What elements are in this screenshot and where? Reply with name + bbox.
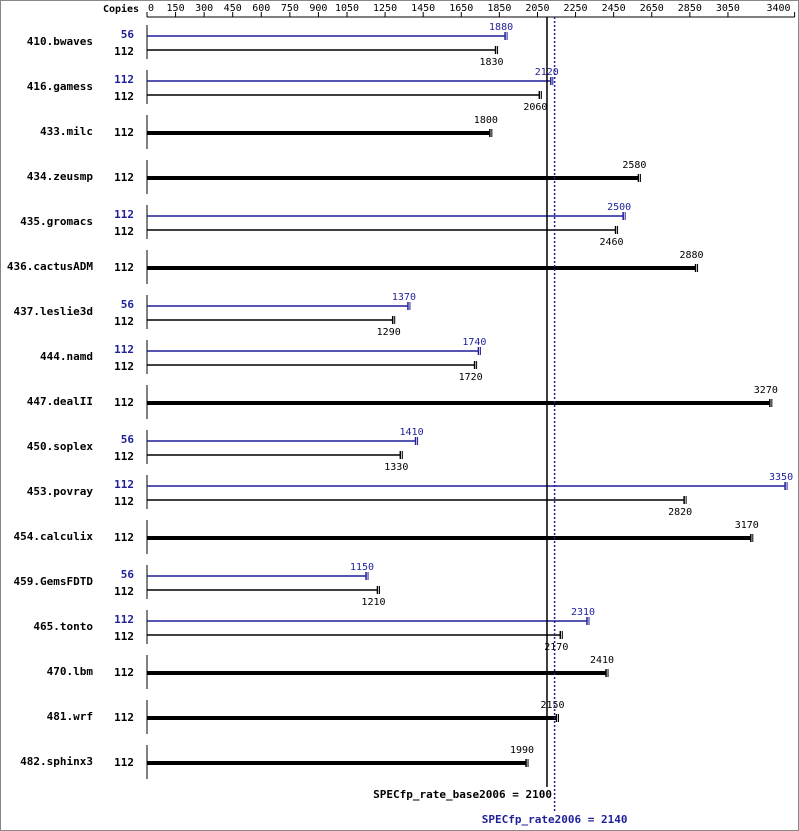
base-copies: 112 xyxy=(114,126,134,139)
peak-bar-label: 1880 xyxy=(489,22,513,33)
x-tick-label: 2450 xyxy=(602,3,626,14)
x-tick-label: 1450 xyxy=(411,3,435,14)
peak-copies: 112 xyxy=(114,73,134,86)
x-tick-label: 2250 xyxy=(564,3,588,14)
peak-bar-label: 2500 xyxy=(607,202,631,213)
benchmark-name: 434.zeusmp xyxy=(27,170,94,183)
x-tick-label: 1850 xyxy=(487,3,511,14)
base-copies: 112 xyxy=(114,531,134,544)
peak-bar-label: 3350 xyxy=(769,472,793,483)
copies-header: Copies xyxy=(103,3,139,15)
base-copies: 112 xyxy=(114,756,134,769)
base-bar-label: 1720 xyxy=(459,372,483,383)
base-bar-label: 2460 xyxy=(600,237,624,248)
base-copies: 112 xyxy=(114,261,134,274)
x-tick-label: 0 xyxy=(148,3,154,14)
x-tick-label: 1250 xyxy=(373,3,397,14)
peak-copies: 112 xyxy=(114,478,134,491)
peak-copies: 112 xyxy=(114,613,134,626)
base-bar-label: 2820 xyxy=(668,507,692,518)
x-tick-label: 600 xyxy=(252,3,270,14)
base-copies: 112 xyxy=(114,45,134,58)
peak-copies: 56 xyxy=(121,568,135,581)
base-bar-label: 2410 xyxy=(590,655,614,666)
benchmark-name: 444.namd xyxy=(40,350,93,363)
base-copies: 112 xyxy=(114,450,134,463)
benchmark-name: 481.wrf xyxy=(47,710,93,723)
base-bar-label: 1290 xyxy=(377,327,401,338)
base-copies: 112 xyxy=(114,90,134,103)
peak-bar-label: 2310 xyxy=(571,607,595,618)
peak-bar-label: 1370 xyxy=(392,292,416,303)
base-copies: 112 xyxy=(114,495,134,508)
base-bar-label: 2170 xyxy=(544,642,568,653)
benchmark-name: 433.milc xyxy=(40,125,93,138)
x-tick-label: 3400 xyxy=(767,3,791,14)
x-tick-label: 3050 xyxy=(716,3,740,14)
base-copies: 112 xyxy=(114,666,134,679)
x-tick-label: 2050 xyxy=(525,3,549,14)
benchmark-name: 437.leslie3d xyxy=(14,305,93,318)
x-tick-label: 750 xyxy=(281,3,299,14)
peak-copies: 56 xyxy=(121,433,135,446)
benchmark-name: 447.dealII xyxy=(27,395,93,408)
x-tick-label: 150 xyxy=(167,3,185,14)
peak-copies: 112 xyxy=(114,343,134,356)
benchmark-name: 450.soplex xyxy=(27,440,94,453)
reference-label: SPECfp_rate_base2006 = 2100 xyxy=(373,788,552,801)
peak-copies: 56 xyxy=(121,298,135,311)
base-bar-label: 1330 xyxy=(384,462,408,473)
base-bar-label: 1830 xyxy=(480,57,504,68)
benchmark-name: 470.lbm xyxy=(47,665,94,678)
base-bar-label: 2580 xyxy=(622,160,646,171)
base-bar-label: 1210 xyxy=(361,597,385,608)
x-tick-label: 1650 xyxy=(449,3,473,14)
benchmark-name: 465.tonto xyxy=(33,620,93,633)
peak-copies: 112 xyxy=(114,208,134,221)
x-tick-label: 2650 xyxy=(640,3,664,14)
benchmark-name: 453.povray xyxy=(27,485,94,498)
peak-bar-label: 1410 xyxy=(400,427,424,438)
benchmark-name: 435.gromacs xyxy=(20,215,93,228)
base-bar-label: 1800 xyxy=(474,115,498,126)
base-copies: 112 xyxy=(114,396,134,409)
base-copies: 112 xyxy=(114,585,134,598)
reference-label: SPECfp_rate2006 = 2140 xyxy=(482,813,628,826)
base-copies: 112 xyxy=(114,360,134,373)
peak-copies: 56 xyxy=(121,28,135,41)
x-tick-label: 450 xyxy=(224,3,242,14)
peak-bar-label: 1150 xyxy=(350,562,374,573)
peak-bar-label: 1740 xyxy=(462,337,486,348)
base-copies: 112 xyxy=(114,630,134,643)
benchmark-name: 416.gamess xyxy=(27,80,93,93)
base-bar-label: 2880 xyxy=(680,250,704,261)
base-bar-label: 2060 xyxy=(523,102,547,113)
base-copies: 112 xyxy=(114,171,134,184)
base-copies: 112 xyxy=(114,225,134,238)
benchmark-name: 454.calculix xyxy=(14,530,94,543)
benchmark-name: 436.cactusADM xyxy=(7,260,93,273)
base-bar-label: 3170 xyxy=(735,520,759,531)
base-bar-label: 2150 xyxy=(540,700,564,711)
x-tick-label: 900 xyxy=(309,3,327,14)
benchmark-name: 482.sphinx3 xyxy=(20,755,93,768)
base-copies: 112 xyxy=(114,711,134,724)
x-tick-label: 2850 xyxy=(678,3,702,14)
x-tick-label: 300 xyxy=(195,3,213,14)
base-bar-label: 3270 xyxy=(754,385,778,396)
benchmark-name: 459.GemsFDTD xyxy=(14,575,94,588)
benchmark-name: 410.bwaves xyxy=(27,35,93,48)
base-bar-label: 1990 xyxy=(510,745,534,756)
x-tick-label: 1050 xyxy=(335,3,359,14)
base-copies: 112 xyxy=(114,315,134,328)
